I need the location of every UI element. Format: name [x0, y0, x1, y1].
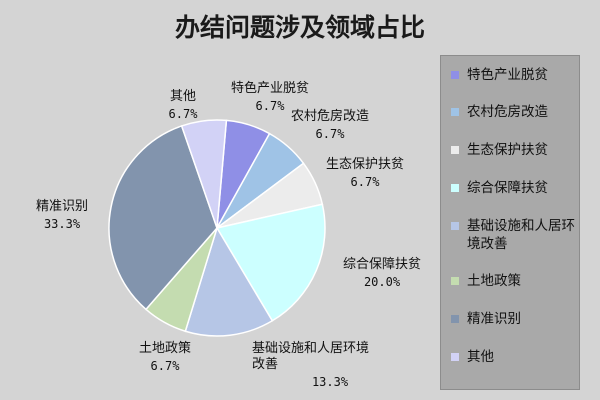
slice-name-label-4: 综合保障扶贫	[343, 256, 421, 272]
legend-item-4: 综合保障扶贫	[451, 179, 577, 197]
legend-label: 土地政策	[467, 273, 521, 289]
legend-label: 综合保障扶贫	[467, 180, 548, 196]
slice-percent-label-7: 33.3%	[44, 217, 81, 231]
pie-slice-7	[108, 124, 218, 311]
slice-name-label-2: 农村危房改造	[291, 108, 369, 124]
legend-item-6: 土地政策	[451, 272, 577, 290]
legend-swatch	[451, 353, 459, 361]
slice-name-label-5: 基础设施和人居环境改善	[252, 341, 369, 372]
slice-percent-label-5: 13.3%	[312, 375, 349, 389]
legend-item-2: 农村危房改造	[451, 103, 577, 121]
pie-slice-5	[184, 226, 274, 337]
pie-slices	[108, 119, 326, 337]
slice-name-label-7: 精准识别	[36, 199, 88, 214]
legend-label: 农村危房改造	[467, 104, 548, 120]
legend-item-1: 特色产业脱贫	[451, 66, 577, 84]
pie-slice-8	[180, 119, 228, 229]
slice-percent-label-8: 6.7%	[169, 107, 199, 121]
legend-label: 其他	[467, 349, 494, 365]
slice-percent-label-4: 20.0%	[364, 275, 401, 289]
slice-labels: 特色产业脱贫 6.7% 农村危房改造 6.7% 生态保护扶贫 6.7% 综合保障扶贫 20.0…	[36, 80, 421, 389]
chart-title: 办结问题涉及领域占比	[174, 13, 425, 42]
pie-slice-4	[215, 203, 326, 322]
legend-item-3: 生态保护扶贫	[451, 141, 577, 159]
slice-percent-label-3: 6.7%	[351, 175, 381, 189]
slice-name-label-8: 其他	[170, 89, 196, 104]
legend-label: 特色产业脱贫	[467, 67, 548, 83]
legend-swatch	[451, 71, 459, 79]
legend-swatch	[451, 277, 459, 285]
legend: 特色产业脱贫 农村危房改造 生态保护扶贫 综合保障扶贫基础设施和人居环境改善土地政策精…	[440, 55, 580, 390]
legend-swatch	[451, 108, 459, 116]
slice-name-label-1: 特色产业脱贫	[231, 80, 309, 96]
legend-swatch	[451, 315, 459, 323]
legend-label: 精准识别	[467, 311, 521, 327]
slice-percent-label-6: 6.7%	[151, 359, 181, 373]
legend-item-8: 其他	[451, 348, 577, 366]
slice-percent-label-1: 6.7%	[256, 99, 286, 113]
legend-swatch	[451, 146, 459, 154]
legend-label: 生态保护扶贫	[467, 142, 548, 158]
legend-item-5: 基础设施和人居环境改善	[451, 217, 577, 253]
legend-swatch	[451, 222, 459, 230]
legend-item-7: 精准识别	[451, 310, 577, 328]
legend-swatch	[451, 184, 459, 192]
slice-percent-label-2: 6.7%	[316, 127, 346, 141]
slice-name-label-3: 生态保护扶贫	[326, 156, 404, 172]
legend-label: 基础设施和人居环境改善	[467, 218, 575, 252]
slice-name-label-6: 土地政策	[139, 340, 191, 356]
